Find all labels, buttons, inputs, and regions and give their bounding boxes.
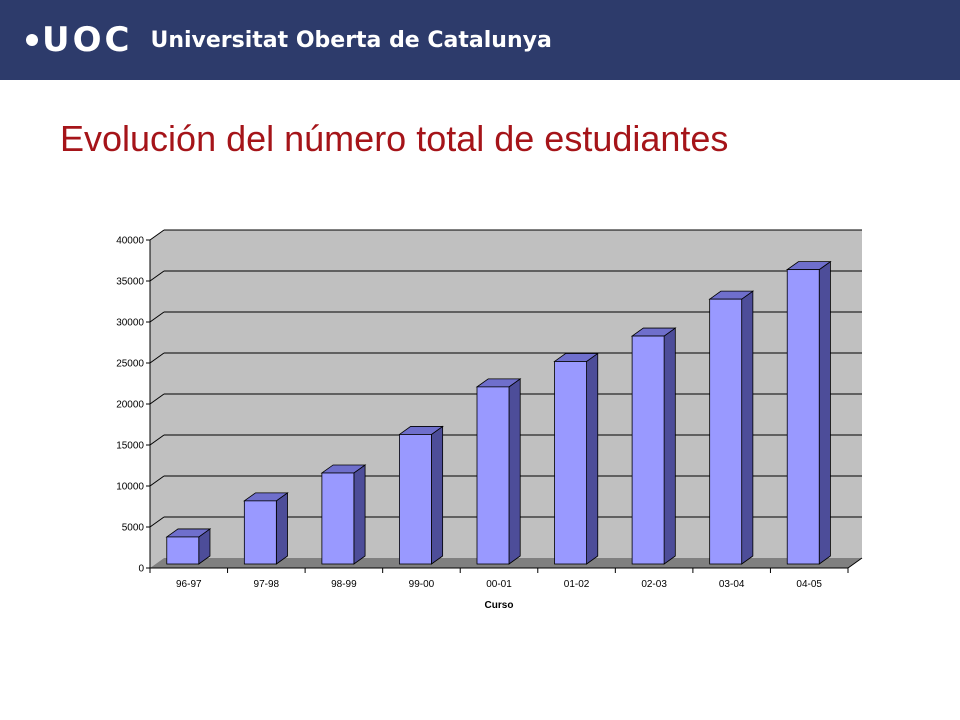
y-tick-label: 40000 <box>116 236 144 247</box>
logo-text: UOC <box>42 20 133 60</box>
gridline-side <box>149 311 165 323</box>
bar <box>709 298 743 565</box>
x-tick-label: 99-00 <box>409 579 435 590</box>
x-tick-label: 01-02 <box>564 579 590 590</box>
bar <box>631 335 665 565</box>
bar-side <box>818 260 831 565</box>
y-tick-label: 15000 <box>116 441 144 452</box>
gridline-side <box>149 434 165 446</box>
gridline-side <box>149 352 165 364</box>
bar-side <box>353 464 366 565</box>
x-tick-label: 04-05 <box>796 579 822 590</box>
gridline-side <box>149 516 165 528</box>
x-tick-label: 03-04 <box>719 579 745 590</box>
institution-name: Universitat Oberta de Catalunya <box>150 27 552 53</box>
x-tick-label: 02-03 <box>641 579 667 590</box>
logo-dot-icon <box>26 34 38 46</box>
y-tick-label: 35000 <box>116 277 144 288</box>
y-tick-label: 20000 <box>116 400 144 411</box>
bar <box>166 536 200 565</box>
bar <box>786 269 820 565</box>
bar-side <box>586 352 599 565</box>
bar-side <box>663 327 676 565</box>
gridline-side <box>149 475 165 487</box>
slide-title: Evolución del número total de estudiante… <box>60 118 729 159</box>
bar-side <box>508 378 521 565</box>
x-tick-label: 98-99 <box>331 579 357 590</box>
bar-side <box>741 290 754 565</box>
bar <box>554 361 587 565</box>
bar-side <box>275 492 288 565</box>
header-bar: UOC Universitat Oberta de Catalunya <box>0 0 960 80</box>
y-tick-label: 0 <box>138 564 144 575</box>
bar <box>399 434 432 565</box>
y-tick-label: 30000 <box>116 318 144 329</box>
bar <box>321 472 355 565</box>
gridline-side <box>149 270 165 282</box>
y-tick-label: 5000 <box>122 523 145 534</box>
x-tick-label: 00-01 <box>486 579 512 590</box>
y-tick-label: 10000 <box>116 482 144 493</box>
x-tick-label: 96-97 <box>176 579 202 590</box>
x-axis-title: Curso <box>485 600 514 611</box>
logo-mark-icon: UOC <box>26 20 132 60</box>
gridline-side <box>149 229 165 241</box>
x-tick-label: 97-98 <box>254 579 280 590</box>
gridline-side <box>149 393 165 405</box>
bar <box>243 500 277 565</box>
y-tick-label: 25000 <box>116 359 144 370</box>
x-axis-end <box>847 557 863 569</box>
bar-side <box>431 425 444 565</box>
bar <box>476 386 510 565</box>
uoc-logo: UOC Universitat Oberta de Catalunya <box>26 18 552 62</box>
